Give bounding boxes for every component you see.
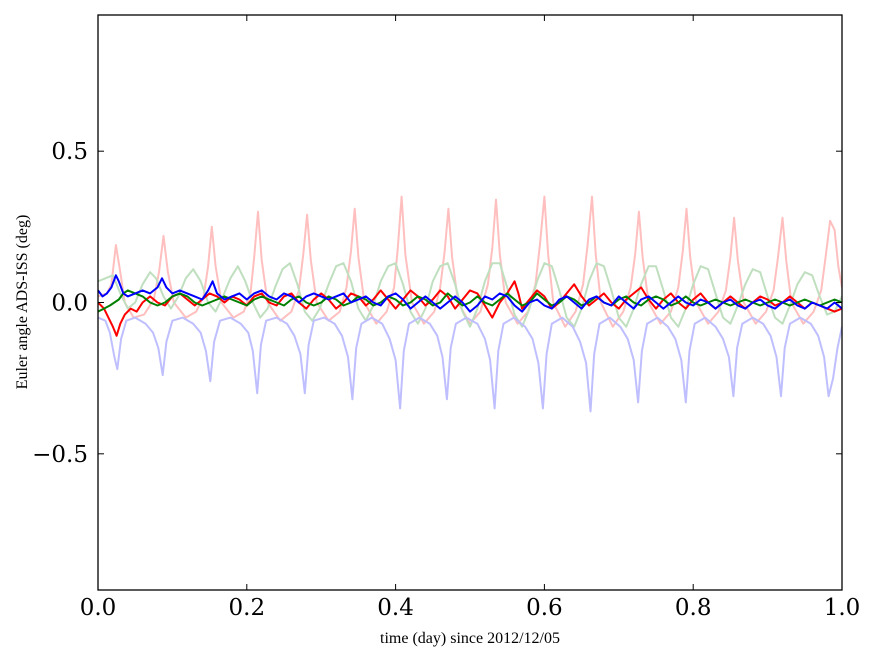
x-tick-label: 0.8: [675, 595, 712, 621]
x-axis-ticks: 0.0 0.2 0.4 0.6 0.8 1.0: [80, 15, 861, 621]
series-line-1: [98, 195, 842, 328]
y-tick-label: −0.5: [32, 442, 88, 468]
x-tick-label: 0.2: [229, 595, 266, 621]
y-axis-ticks: −0.5 0.0 0.5: [32, 139, 842, 468]
x-tick-label: 0.0: [80, 595, 117, 621]
x-tick-label: 1.0: [824, 595, 861, 621]
series-line-5: [98, 289, 842, 313]
x-tick-label: 0.4: [377, 595, 414, 621]
x-tick-label: 0.6: [526, 595, 563, 621]
y-tick-label: 0.0: [51, 291, 88, 317]
series-line-6: [98, 274, 842, 313]
x-axis-label: time (day) since 2012/12/05: [380, 630, 560, 647]
series-line-3: [98, 316, 842, 413]
y-axis-label: Euler angle ADS-ISS (deg): [14, 215, 31, 390]
series-layer: [98, 195, 842, 413]
y-tick-label: 0.5: [51, 139, 88, 165]
